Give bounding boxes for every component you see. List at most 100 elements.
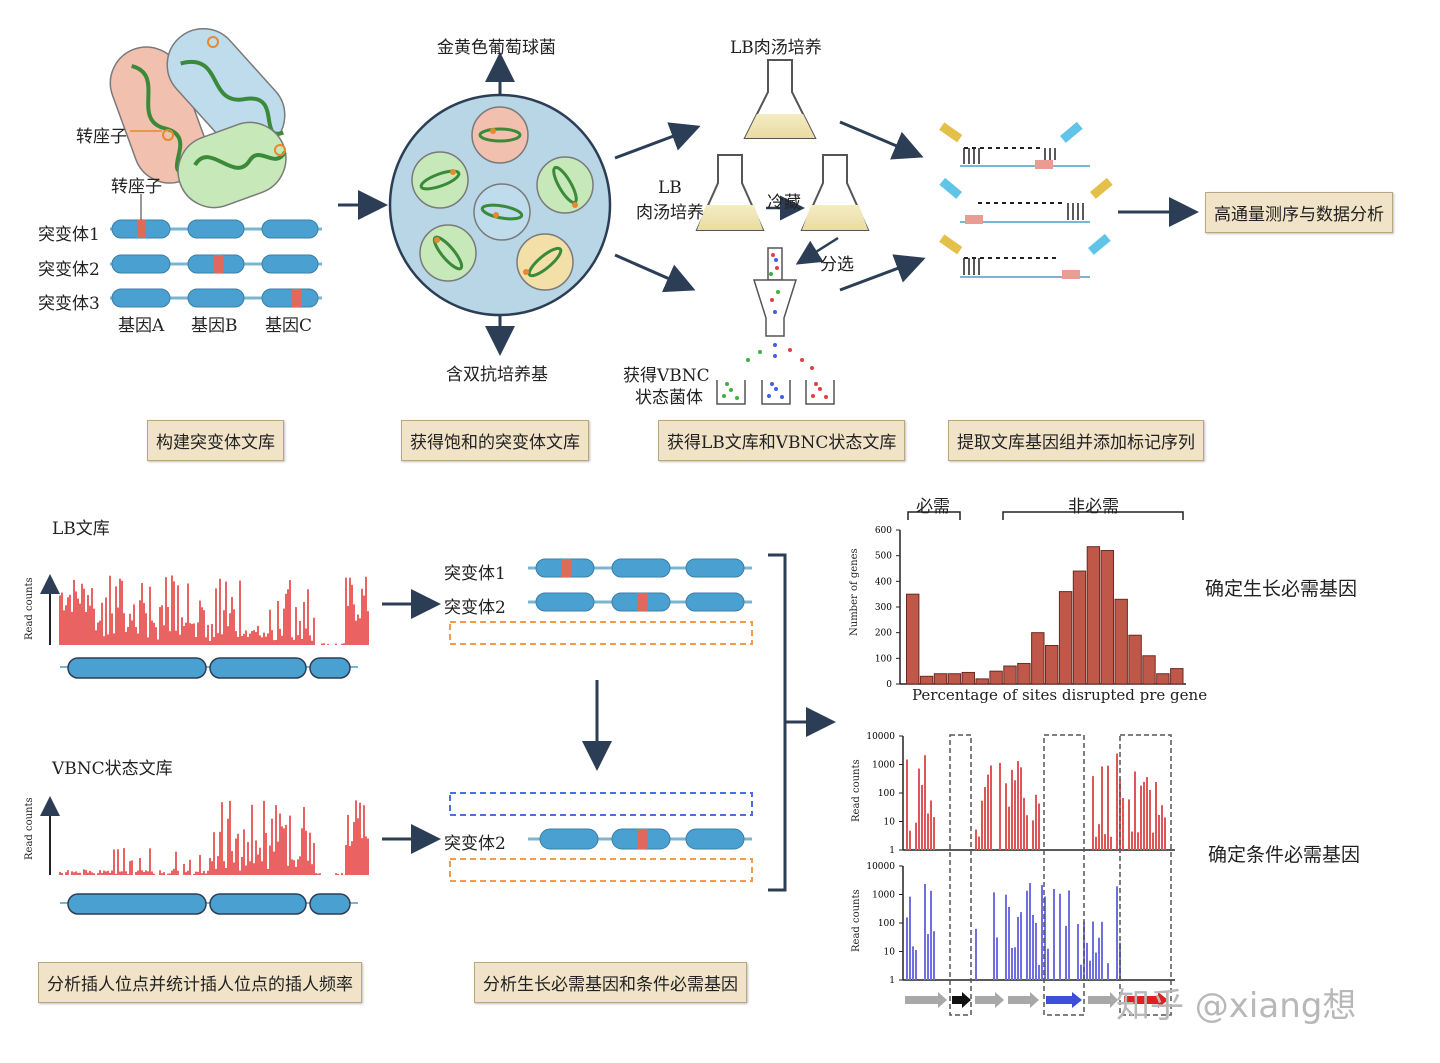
- petri-dish: [388, 93, 612, 317]
- log-read-bar: [1014, 780, 1016, 850]
- log-read-bar: [1041, 885, 1043, 980]
- log-read-bar: [1005, 894, 1007, 980]
- log-read-bar: [1128, 799, 1130, 850]
- histogram-bar: [1170, 668, 1184, 685]
- lb-track: [40, 574, 369, 679]
- mutant-3-label: 突变体3: [38, 294, 100, 314]
- log-read-bar: [1149, 790, 1151, 850]
- lb-culture-left-label-1: LB: [658, 178, 682, 198]
- histogram-bar: [919, 675, 934, 685]
- log-read-bar: [1116, 886, 1118, 980]
- log-read-bar: [915, 950, 917, 980]
- gene-c-label: 基因C: [265, 316, 313, 336]
- log-read-bar: [1068, 890, 1070, 980]
- log-read-bar: [1053, 888, 1055, 980]
- log-read-bar: [1140, 785, 1142, 850]
- log-read-bar: [1152, 832, 1154, 850]
- log-read-bar: [1008, 806, 1010, 850]
- log-read-bar: [1032, 915, 1034, 980]
- log-read-bar: [1092, 776, 1094, 850]
- log-read-bar: [1137, 832, 1139, 850]
- histogram-bar: [1058, 591, 1073, 685]
- log-read-bar: [924, 755, 926, 850]
- log-chart-red-ylabel: Read counts: [851, 759, 862, 822]
- log-chart-ytick: 10: [884, 818, 896, 828]
- middle-mutant-2b-label: 突变体2: [444, 834, 506, 854]
- histogram-bar: [1045, 645, 1059, 685]
- log-read-bar: [975, 928, 977, 980]
- step-4-box: 提取文库基因组并添加标记序列: [948, 420, 1204, 461]
- mutant-rows: [110, 194, 322, 308]
- log-read-bar: [1035, 794, 1037, 850]
- log-read-bar: [1038, 803, 1040, 850]
- log-read-bar: [1017, 761, 1019, 850]
- sort-label: 分选: [820, 255, 854, 275]
- transposon-label-gene: 转座子: [111, 177, 162, 197]
- step-2-box: 获得饱和的突变体文库: [401, 420, 589, 461]
- transposon-label-cell: 转座子: [76, 127, 127, 147]
- log-read-bar: [1026, 890, 1028, 980]
- flask-top: [743, 59, 817, 139]
- log-read-bar: [1005, 783, 1007, 850]
- histogram-ylabel: Number of genes: [849, 548, 860, 636]
- histogram-ytick: 500: [875, 552, 892, 562]
- histogram-bar: [1072, 570, 1087, 685]
- log-read-bar: [1119, 779, 1121, 850]
- mutant-1-label: 突变体1: [38, 225, 100, 245]
- lb-culture-top-label: LB肉汤培养: [730, 38, 822, 58]
- histogram-bar: [1156, 673, 1170, 685]
- bacterium-green: [177, 121, 287, 209]
- refrigerate-label: 冷藏: [767, 193, 801, 213]
- log-read-bar: [924, 883, 926, 980]
- log-read-bar: [1020, 767, 1022, 850]
- histogram-ytick: 600: [875, 526, 892, 536]
- vbnc-label-1: 获得VBNC: [623, 366, 710, 386]
- log-read-bar: [1023, 797, 1025, 850]
- log-read-bar: [1161, 805, 1163, 850]
- log-read-bar: [906, 759, 908, 850]
- log-chart-ytick: 1: [889, 846, 895, 856]
- log-chart-ytick: 10000: [866, 732, 895, 742]
- log-read-bar: [909, 830, 911, 850]
- log-read-bar: [1086, 942, 1088, 980]
- flask-right: [800, 154, 870, 231]
- histogram-bar: [1017, 662, 1031, 685]
- log-read-bar: [993, 892, 995, 980]
- vbnc-label-2: 状态菌体: [635, 388, 703, 408]
- histogram-bar: [1100, 550, 1114, 685]
- gene-a-label: 基因A: [118, 316, 165, 336]
- lb-read-counts-label: Read counts: [24, 577, 35, 640]
- collection-tubes: [716, 380, 835, 405]
- histogram-xlabel: Percentage of sites disrupted pre gene: [912, 686, 1208, 704]
- log-read-bar: [996, 937, 998, 980]
- histogram-bar: [1114, 598, 1128, 685]
- log-chart-blue-ylabel: Read counts: [851, 889, 862, 952]
- log-read-charts: 1 10 100 1000 10000 1 10 100 1000 10000: [866, 732, 1175, 1016]
- log-read-bar: [918, 768, 920, 850]
- log-read-bar: [1116, 753, 1118, 850]
- log-read-bar: [1065, 925, 1067, 980]
- log-read-bar: [1101, 766, 1103, 850]
- log-read-bar: [927, 934, 929, 980]
- log-read-bar: [1131, 831, 1133, 850]
- log-chart-ytick: 10: [884, 948, 896, 958]
- log-read-bar: [933, 817, 935, 850]
- log-read-bar: [1155, 782, 1157, 850]
- flow-sorter: [746, 247, 814, 370]
- saureus-label: 金黄色葡萄球菌: [437, 38, 556, 58]
- library-constructs: [939, 121, 1113, 279]
- middle-mutant-2-label: 突变体2: [444, 598, 506, 618]
- mutant-2-label: 突变体2: [38, 260, 100, 280]
- histogram-bar: [1031, 632, 1045, 685]
- histogram-ytick: 300: [875, 603, 892, 613]
- histogram-bar: [1086, 546, 1101, 685]
- watermark: 知乎 @xiang想: [1116, 986, 1357, 1026]
- log-read-bar: [1089, 960, 1091, 980]
- log-read-bar: [1032, 820, 1034, 850]
- log-read-bar: [1035, 922, 1037, 980]
- log-read-bar: [1107, 963, 1109, 980]
- sequencing-box: 高通量测序与数据分析: [1205, 192, 1393, 233]
- histogram-bar: [906, 593, 920, 685]
- log-read-bar: [909, 896, 911, 980]
